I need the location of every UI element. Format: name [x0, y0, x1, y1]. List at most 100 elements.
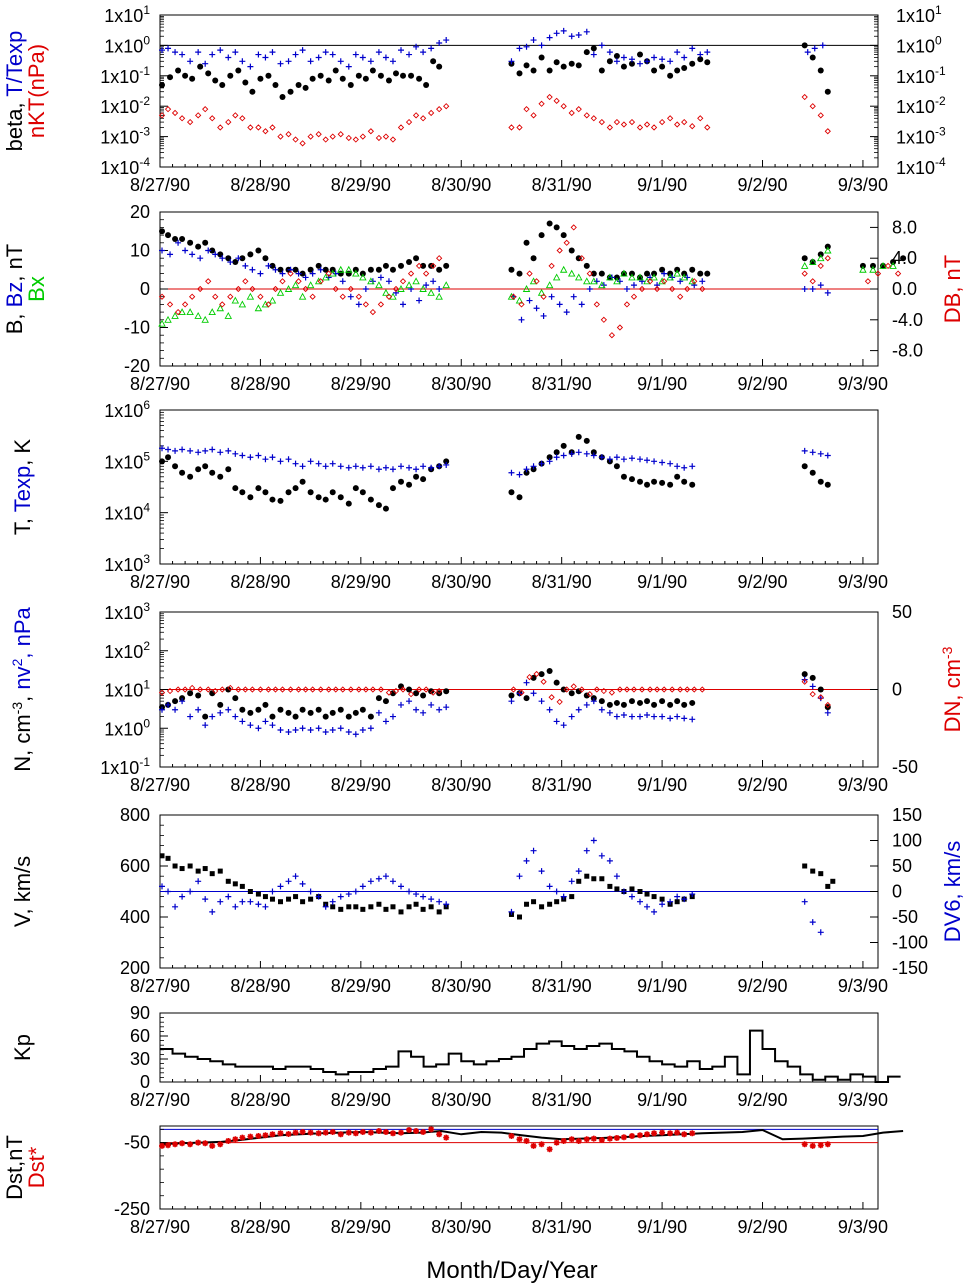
- data-point: [406, 698, 413, 705]
- data-point: [315, 494, 322, 501]
- data-point: [202, 60, 209, 67]
- data-point: [179, 893, 186, 900]
- data-point: [560, 452, 567, 459]
- data-point: [217, 47, 224, 54]
- x-tick-label: 8/29/90: [331, 175, 391, 195]
- data-point: [406, 481, 413, 488]
- data-point: [804, 49, 811, 56]
- data-point: [530, 847, 537, 854]
- data-point: [406, 259, 413, 266]
- data-point: [568, 713, 575, 720]
- data-point: [187, 690, 194, 697]
- y-tick-label: 10: [130, 241, 150, 261]
- data-point: [540, 293, 547, 300]
- x-tick-label: 9/2/90: [737, 1217, 787, 1237]
- data-point: [269, 262, 276, 269]
- data-point: [530, 37, 537, 44]
- data-point: [307, 888, 314, 895]
- plot-frame: [159, 409, 879, 565]
- data-point: [345, 500, 352, 507]
- data-point: [398, 909, 404, 915]
- data-point: [420, 709, 427, 716]
- data-point: [643, 121, 651, 128]
- data-point: [443, 262, 450, 269]
- y-tick-label: 1x102: [104, 639, 150, 662]
- data-point: [235, 255, 242, 262]
- data-point: [362, 75, 369, 82]
- data-point: [428, 1126, 435, 1133]
- data-point: [406, 464, 413, 471]
- data-point: [824, 88, 831, 95]
- data-point: [575, 1137, 582, 1144]
- data-point: [546, 67, 553, 74]
- data-point: [436, 687, 443, 695]
- data-point: [830, 878, 836, 884]
- data-point: [172, 463, 179, 470]
- data-point: [368, 904, 374, 910]
- data-point: [817, 112, 824, 119]
- data-point: [869, 265, 877, 273]
- data-point: [172, 1141, 179, 1148]
- data-point: [563, 309, 570, 316]
- y-tick-label: -250: [114, 1199, 150, 1219]
- data-point: [658, 118, 666, 126]
- data-point: [309, 75, 316, 82]
- data-point: [159, 883, 166, 890]
- x-tick-label: 8/28/90: [230, 175, 290, 195]
- data-point: [801, 255, 808, 262]
- data-point: [809, 1142, 816, 1149]
- data-point: [269, 888, 276, 895]
- data-point: [556, 247, 563, 254]
- data-point: [817, 1142, 824, 1149]
- data-point: [436, 266, 443, 273]
- data-point: [560, 63, 567, 70]
- data-point: [246, 292, 255, 300]
- data-point: [529, 277, 538, 285]
- data-point: [879, 261, 887, 269]
- data-point: [600, 687, 607, 695]
- x-tick-label: 8/31/90: [532, 775, 592, 795]
- data-point: [667, 460, 674, 467]
- data-point: [265, 686, 272, 693]
- data-point: [359, 883, 366, 890]
- data-point: [247, 722, 254, 729]
- data-point: [644, 891, 650, 897]
- panel-velocity: 8/27/90 8/28/90 8/29/90 8/30/90 8/31/90 9/1/9…: [10, 805, 965, 996]
- data-point: [225, 1137, 232, 1144]
- data-point: [443, 704, 450, 711]
- y-tick-label: 1x100: [104, 716, 150, 739]
- data-point: [547, 901, 553, 907]
- data-point: [369, 686, 377, 693]
- x-tick-label: 9/1/90: [637, 572, 687, 592]
- data-point: [538, 54, 545, 61]
- data-point: [616, 686, 624, 693]
- data-point: [599, 876, 605, 882]
- data-point: [247, 1133, 254, 1140]
- data-point: [189, 75, 196, 82]
- data-point: [568, 450, 575, 457]
- data-point: [570, 683, 577, 690]
- data-point: [202, 239, 209, 246]
- data-point: [620, 54, 627, 61]
- data-point: [684, 285, 691, 293]
- data-point: [286, 896, 292, 902]
- data-point: [681, 65, 688, 72]
- data-point: [389, 266, 396, 273]
- data-point: [329, 709, 336, 716]
- data-point: [689, 716, 696, 723]
- y2-axis-label: DV6, km/s: [940, 841, 965, 942]
- data-point: [352, 731, 359, 738]
- data-point: [352, 269, 360, 277]
- data-point: [165, 888, 172, 895]
- data-point: [172, 706, 179, 713]
- data-point: [674, 698, 681, 705]
- data-point: [801, 1141, 808, 1148]
- data-point: [337, 725, 344, 732]
- data-point: [578, 255, 585, 262]
- data-point: [352, 709, 359, 716]
- y2-tick-label: -50: [892, 757, 918, 777]
- data-point: [524, 901, 530, 907]
- data-point: [644, 903, 651, 910]
- data-point: [201, 315, 209, 323]
- data-point: [699, 278, 706, 285]
